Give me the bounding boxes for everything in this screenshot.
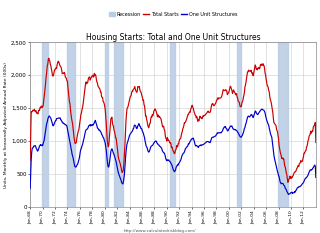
Text: http://www.calculatedriskblog.com/: http://www.calculatedriskblog.com/ (124, 229, 196, 233)
Bar (278, 42, 288, 207)
Title: Housing Starts: Total and One Unit Structures: Housing Starts: Total and One Unit Struc… (86, 32, 260, 41)
Bar (42, 42, 48, 207)
Bar (114, 42, 123, 207)
Bar (105, 42, 108, 207)
Bar (67, 42, 75, 207)
Legend: Recession, Total Starts, One Unit Structures: Recession, Total Starts, One Unit Struct… (109, 12, 237, 17)
Y-axis label: Units, Monthly at Seasonally Adjusted Annual Rate (000s): Units, Monthly at Seasonally Adjusted An… (4, 62, 8, 188)
Bar (170, 42, 174, 207)
Bar (237, 42, 241, 207)
